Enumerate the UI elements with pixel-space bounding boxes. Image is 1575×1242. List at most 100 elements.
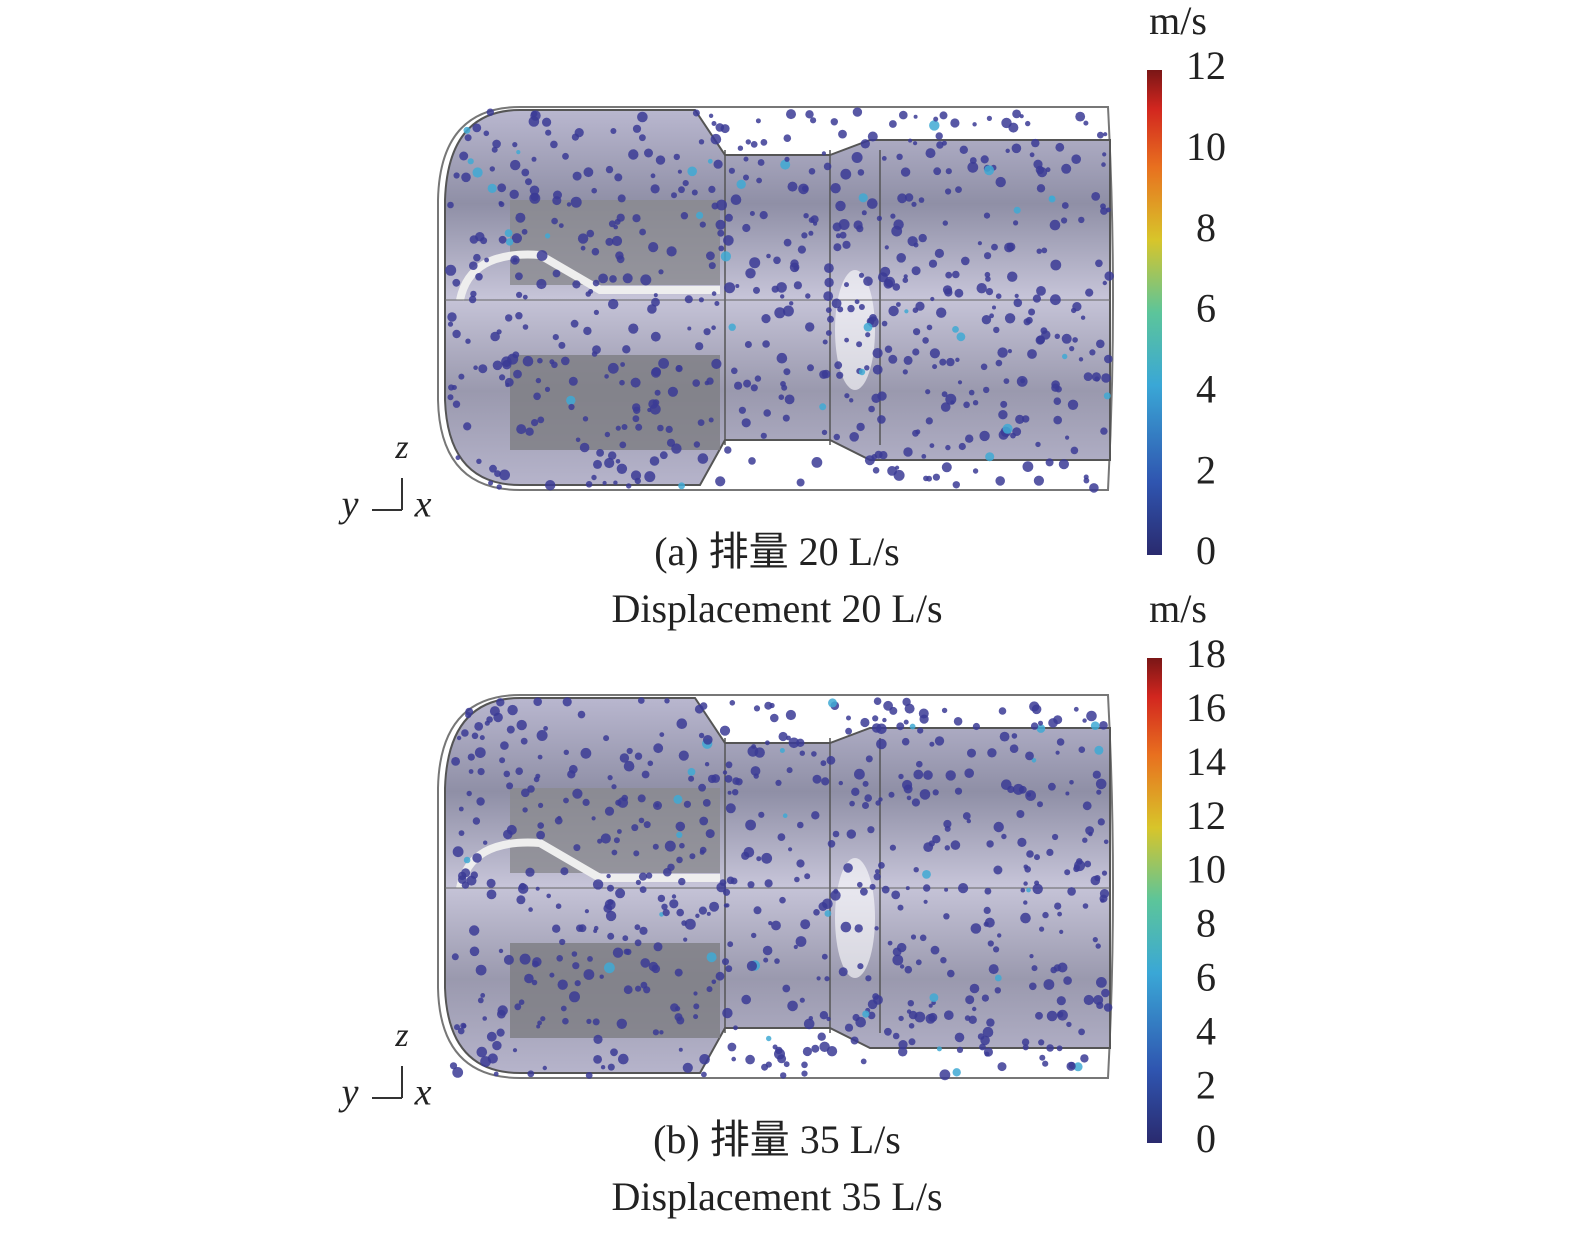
particle	[753, 705, 761, 712]
particle	[896, 153, 903, 160]
particle	[1093, 995, 1104, 1005]
particle	[695, 342, 704, 351]
particle	[1046, 1044, 1054, 1052]
colorbar-tick-label: 6	[1196, 286, 1216, 331]
particle	[1078, 1028, 1085, 1036]
particle	[533, 392, 541, 401]
particle	[630, 377, 641, 388]
particle	[877, 391, 887, 401]
particle	[644, 148, 653, 158]
particle	[452, 1067, 464, 1078]
particle	[1003, 378, 1010, 384]
outer-shell	[437, 106, 1114, 491]
particle	[652, 1029, 660, 1036]
particle	[546, 893, 551, 899]
particle	[1037, 801, 1043, 808]
particle	[1000, 400, 1008, 408]
particle	[678, 750, 689, 761]
particle	[877, 272, 888, 283]
particle	[542, 1065, 547, 1071]
particle	[849, 432, 859, 442]
particle	[499, 374, 506, 381]
particle	[1034, 854, 1040, 861]
particle	[707, 774, 717, 784]
particle	[1022, 1044, 1029, 1051]
particle	[604, 962, 615, 974]
particle	[904, 193, 914, 202]
particle	[898, 1047, 908, 1057]
particle	[1096, 789, 1102, 795]
particle	[929, 348, 941, 359]
particle	[536, 730, 548, 741]
particle	[456, 735, 462, 741]
particle	[860, 139, 870, 149]
particle	[776, 352, 788, 364]
particle	[617, 829, 622, 834]
particle	[933, 116, 939, 122]
particle	[892, 954, 904, 966]
particle	[632, 124, 642, 133]
particle	[529, 185, 540, 196]
particle	[803, 213, 809, 219]
particle	[1099, 889, 1110, 899]
particle	[962, 812, 971, 820]
particle	[1102, 280, 1108, 286]
particle	[846, 829, 856, 839]
particle	[1090, 721, 1100, 730]
particle	[609, 275, 617, 283]
particle	[968, 389, 975, 396]
particle	[537, 754, 543, 760]
particle	[1071, 307, 1077, 314]
particle	[582, 416, 589, 422]
particle	[749, 257, 761, 269]
particle	[521, 168, 530, 177]
particle	[905, 886, 910, 891]
particle	[943, 819, 952, 829]
particle	[761, 1063, 769, 1071]
particle	[708, 113, 714, 119]
particle	[592, 879, 604, 890]
particle	[1031, 704, 1042, 715]
particle	[611, 784, 617, 790]
particle	[925, 148, 936, 159]
particle	[1100, 207, 1108, 215]
particle	[989, 313, 994, 319]
particle	[830, 118, 838, 126]
particle	[1036, 248, 1042, 254]
particle	[711, 325, 716, 331]
particle	[732, 789, 739, 796]
particle	[572, 962, 580, 970]
particle	[778, 731, 788, 742]
particle	[637, 794, 646, 803]
particle	[447, 394, 454, 401]
particle	[619, 753, 630, 763]
particle	[486, 108, 494, 116]
particle	[1095, 259, 1103, 268]
particle	[763, 957, 769, 963]
particle	[983, 212, 991, 219]
particle	[691, 189, 698, 196]
particle	[617, 194, 626, 203]
particle	[593, 309, 600, 315]
particle	[632, 415, 640, 423]
particle	[911, 798, 921, 807]
particle	[731, 367, 738, 375]
particle	[872, 993, 879, 1000]
particle	[936, 307, 947, 318]
particle	[845, 727, 852, 735]
particle	[762, 340, 770, 348]
particle	[950, 840, 961, 850]
particle	[955, 357, 960, 362]
particle	[560, 867, 569, 876]
axis-label: y	[338, 484, 359, 526]
particle	[1035, 1011, 1043, 1020]
particle	[983, 386, 990, 394]
particle	[445, 264, 457, 276]
particle	[1001, 833, 1007, 840]
particle	[465, 338, 471, 344]
particle	[1025, 120, 1031, 127]
particle	[811, 1044, 820, 1053]
particle	[1052, 833, 1059, 841]
particle	[1027, 349, 1037, 359]
particle	[1005, 148, 1010, 153]
